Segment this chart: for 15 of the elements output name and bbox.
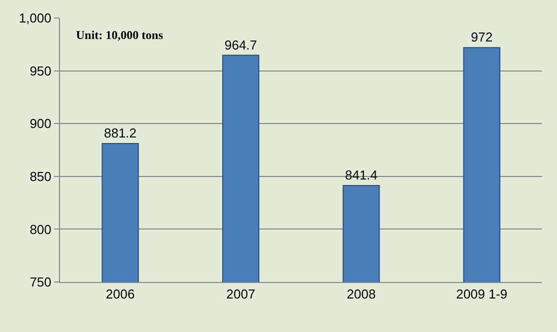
data-label: 964.7 [224,37,258,52]
annotation: Unit: 10,000 tons [76,28,164,42]
x-tick-label: 2009 1-9 [456,286,508,302]
y-tick-label: 750 [30,274,52,290]
x-tick-label: 2007 [226,286,256,302]
data-label: 972 [470,30,493,45]
y-tick-label: 850 [30,168,52,184]
x-tick-label: 2008 [346,286,376,302]
data-label: 841.4 [344,167,378,182]
y-tick-label: 1,000 [18,10,52,26]
y-tick-label: 950 [30,63,52,78]
y-tick-label: 800 [30,222,52,237]
data-label: 881.2 [104,125,137,140]
y-tick-label: 900 [30,116,52,132]
x-tick-label: 2006 [106,286,135,302]
